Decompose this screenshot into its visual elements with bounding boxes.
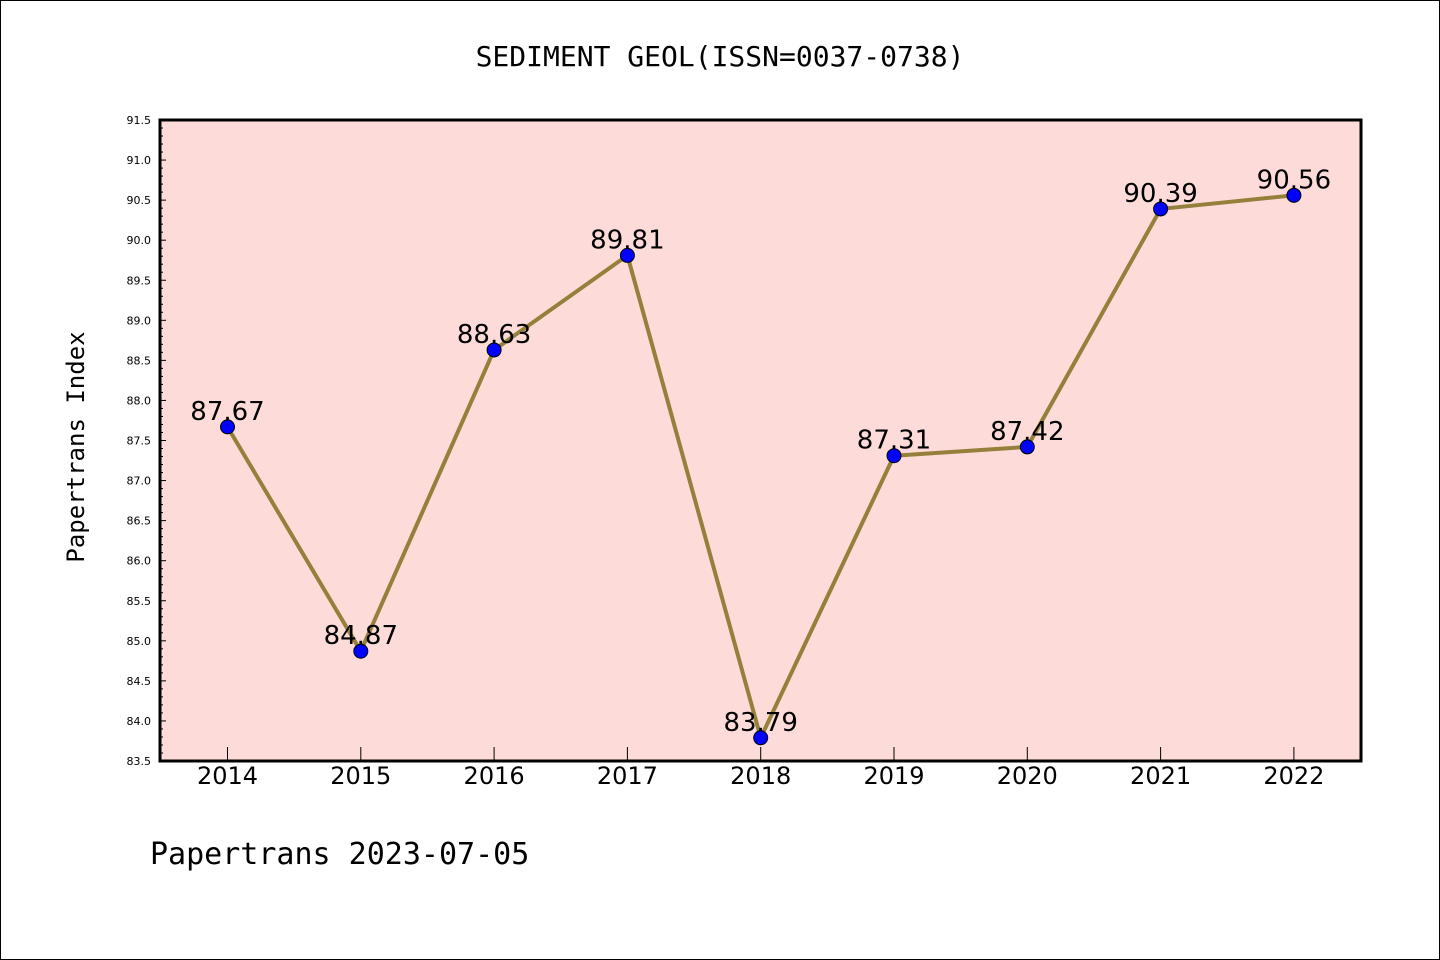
data-point — [486, 342, 502, 358]
y-tick-label: 87.0 — [127, 475, 152, 488]
data-label: 90.56 — [1257, 165, 1331, 195]
y-tick-label: 83.5 — [127, 755, 152, 768]
y-tick-label: 90.0 — [127, 234, 152, 247]
data-label: 84.87 — [324, 621, 398, 651]
x-tick-label: 2016 — [464, 762, 525, 790]
data-labels: 87.67 84.87 88.63 89.81 83.79 87.31 87.42 90.39… — [190, 165, 1331, 737]
y-tick-label: 85.5 — [127, 595, 152, 608]
data-label: 83.79 — [723, 708, 797, 738]
y-tick-labels: 83.5 84.0 84.5 85.0 85.5 86.0 86.5 87.0 87.5 88.0… — [127, 114, 152, 768]
y-tick-label: 86.0 — [127, 555, 152, 568]
plot-border — [158, 118, 1363, 763]
x-tick-label: 2018 — [730, 762, 791, 790]
data-point — [753, 730, 769, 746]
x-tick-label: 2015 — [330, 762, 391, 790]
x-tick-label: 2014 — [197, 762, 258, 790]
chart-title: SEDIMENT GEOL(ISSN=0037-0738) — [476, 40, 965, 73]
y-tick-label: 89.0 — [127, 314, 152, 327]
data-point — [220, 419, 235, 435]
data-point — [1019, 439, 1035, 455]
x-tick-label: 2017 — [597, 762, 658, 790]
y-tick-label: 91.5 — [127, 114, 152, 127]
x-tick-label: 2021 — [1130, 762, 1191, 790]
data-point — [353, 643, 369, 659]
data-label: 88.63 — [457, 320, 531, 350]
data-label: 89.81 — [590, 225, 664, 255]
y-tick-label: 87.5 — [127, 435, 152, 448]
x-tick-marks — [227, 747, 1295, 761]
y-tick-label: 90.5 — [127, 194, 152, 207]
y-tick-label: 88.0 — [127, 394, 152, 407]
y-tick-label: 89.5 — [127, 274, 152, 287]
y-tick-label: 88.5 — [127, 354, 152, 367]
x-tick-label: 2022 — [1263, 762, 1324, 790]
data-markers — [220, 187, 1302, 746]
x-tick-label: 2020 — [997, 762, 1058, 790]
y-tick-label: 91.0 — [127, 154, 152, 167]
footer-credit: Papertrans 2023-07-05 — [150, 837, 529, 872]
data-label: 87.31 — [857, 426, 931, 456]
x-tick-labels: 2014 2015 2016 2017 2018 2019 2020 2021 2022 — [197, 762, 1324, 790]
data-point — [886, 448, 902, 464]
data-point — [619, 247, 635, 263]
data-point — [1153, 201, 1169, 217]
y-axis-label: Papertrans Index — [62, 331, 90, 562]
data-point — [1286, 187, 1302, 203]
y-tick-label: 86.5 — [127, 515, 152, 528]
data-label: 87.42 — [990, 417, 1064, 447]
plot-area — [160, 120, 1361, 761]
x-tick-label: 2019 — [863, 762, 924, 790]
data-label: 90.39 — [1123, 179, 1197, 209]
y-tick-label: 85.0 — [127, 635, 152, 648]
y-tick-label: 84.5 — [127, 675, 152, 688]
y-tick-label: 84.0 — [127, 715, 152, 728]
data-label: 87.67 — [190, 397, 264, 427]
